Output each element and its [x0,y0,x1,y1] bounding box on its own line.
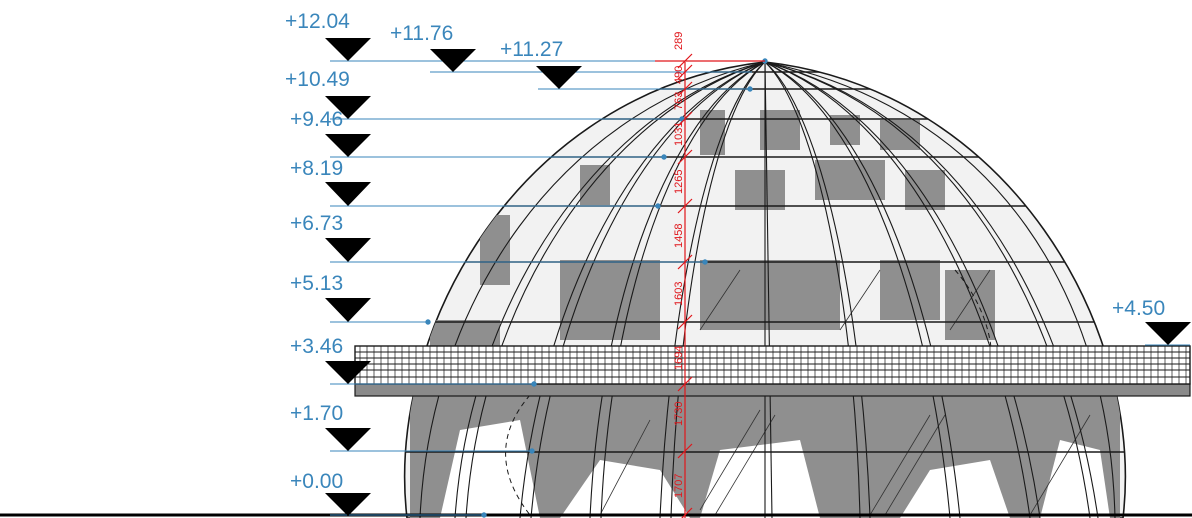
level-label-10: +12.04 [285,10,350,33]
dim-label-1458: 1458 [673,224,685,248]
level-marker-3 [325,298,371,322]
level-labels: +0.00 +1.70 +3.46 +5.13 +6.73 +8.19 +9.4… [285,10,1165,493]
level-markers [325,38,1191,516]
dimension-labels: 1707 1730 1694 1603 1458 1265 1031 763 4… [673,32,685,498]
level-marker-5 [325,182,371,206]
dim-label-1031: 1031 [673,122,685,146]
balcony-slab-shadow [355,384,1190,396]
dome-structure [403,61,1127,518]
dim-label-1694: 1694 [673,346,685,370]
dimension-chain [655,53,765,518]
dim-label-490: 490 [673,66,685,84]
level-label-b: +4.50 [1112,297,1165,320]
level-label-7: +10.49 [285,68,350,91]
level-label-6: +9.46 [290,108,343,131]
level-label-9: +11.76 [390,22,453,45]
level-leaders [330,58,1190,518]
level-label-1: +1.70 [290,402,343,425]
glass-hatching [599,269,1091,516]
dim-label-289: 289 [673,32,685,50]
level-marker-10 [325,38,371,61]
hidden-lines [505,269,993,516]
level-label-5: +8.19 [290,157,343,180]
level-label-2: +3.46 [290,335,343,358]
level-marker-7 [325,96,371,119]
balcony [354,345,1191,397]
level-marker-b [1145,322,1191,345]
level-label-4: +6.73 [290,212,343,235]
dim-label-1730: 1730 [673,402,685,426]
level-label-0: +0.00 [290,470,343,493]
level-marker-4 [325,238,371,262]
level-label-8: +11.27 [500,38,563,61]
level-marker-1 [325,428,371,451]
level-marker-9 [430,49,476,72]
level-marker-6 [325,134,371,157]
dim-label-763: 763 [673,92,685,110]
dim-label-1603: 1603 [673,282,685,306]
level-marker-8 [536,66,582,89]
dim-label-1265: 1265 [673,170,685,194]
level-label-3: +5.13 [290,272,343,295]
level-marker-0 [325,493,371,516]
railing-rails [355,351,1190,378]
dim-label-1707: 1707 [673,474,685,498]
level-marker-2 [325,361,371,384]
